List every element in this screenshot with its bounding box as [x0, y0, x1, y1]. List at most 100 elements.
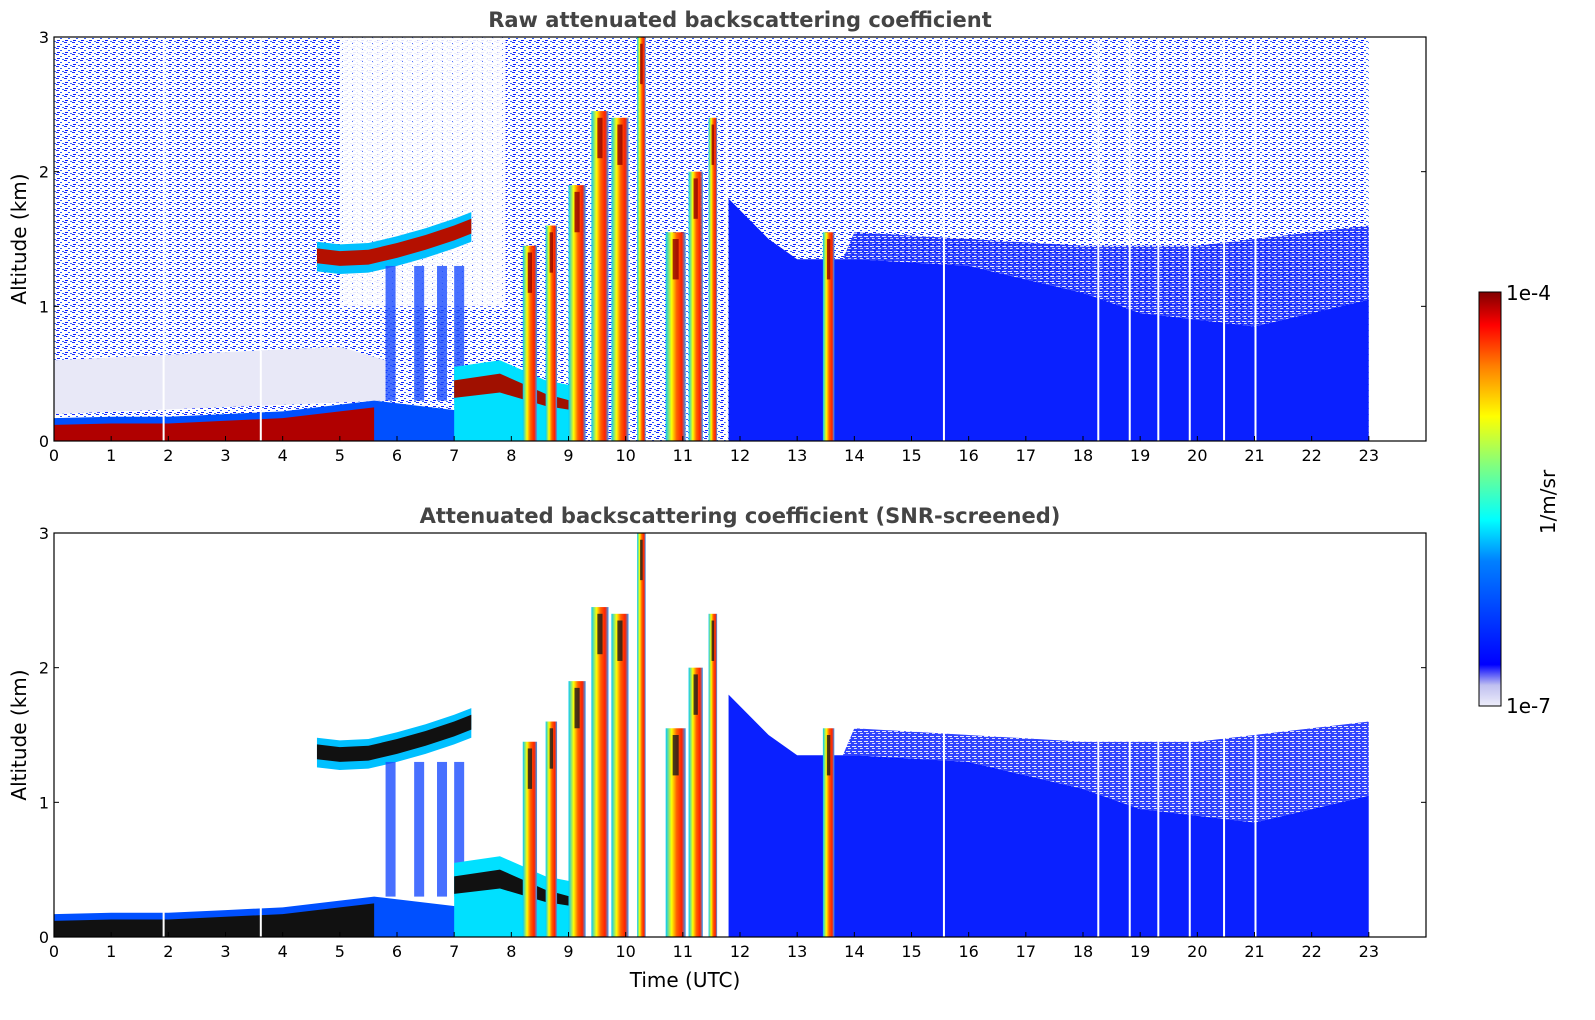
elevated-layer-core [316, 714, 472, 762]
x-tick-label: 5 [335, 942, 345, 961]
data-gap [1223, 37, 1226, 441]
cloud-column [665, 232, 686, 441]
cloud-base [597, 613, 603, 655]
data-gap [162, 37, 165, 441]
elevated-layer-core [316, 218, 472, 266]
y-tick-label: 2 [39, 659, 49, 678]
residual-layer [54, 842, 386, 911]
x-tick-label: 11 [673, 942, 693, 961]
boundary-layer-core [54, 407, 375, 441]
x-tick-label: 14 [844, 446, 864, 465]
data-gap [1128, 533, 1131, 937]
y-tick-label: 1 [39, 297, 49, 316]
x-tick-label: 22 [1301, 942, 1321, 961]
cloud-base [617, 620, 623, 661]
data-gap [1223, 533, 1226, 937]
residual-layer [54, 346, 386, 415]
data-gap [1128, 37, 1131, 441]
data-gap [725, 533, 728, 937]
cloud-base [574, 191, 580, 233]
x-tick-label: 7 [449, 446, 459, 465]
x-tick-label: 6 [392, 446, 402, 465]
cloud-base [640, 539, 643, 581]
x-tick-label: 16 [958, 446, 978, 465]
entrainment-streak [454, 265, 465, 401]
y-tick-label: 0 [39, 928, 49, 947]
x-tick-label: 3 [220, 446, 230, 465]
cloud-column [708, 117, 718, 441]
x-tick-label: 16 [958, 942, 978, 961]
data-gap [942, 37, 945, 441]
data-gap [259, 37, 262, 441]
cloud-base [672, 239, 679, 280]
cloud-base [711, 124, 715, 165]
panel-title: Raw attenuated backscattering coefficien… [488, 8, 992, 32]
cloud-column [591, 607, 609, 937]
x-tick-label: 19 [1130, 942, 1150, 961]
cloud-column [545, 721, 558, 937]
cloud-base [826, 735, 831, 776]
cloud-column [568, 681, 586, 937]
cloud-base [672, 735, 679, 776]
data-gap [1254, 37, 1257, 441]
data-gap [1157, 533, 1160, 937]
entrainment-streak [454, 761, 465, 897]
x-tick-label: 12 [730, 446, 750, 465]
screened-backscatter-panel: 0 1 2 3 4 5 6 7 8 9 10 11 12 13 14 15 16 17 18 19 20 21 22 2301… [7, 504, 1427, 992]
colorbar-min-label: 1e-7 [1506, 694, 1551, 718]
x-tick-label: 14 [844, 942, 864, 961]
backscatter-field [54, 533, 1369, 937]
afternoon-boundary-layer [728, 198, 1369, 441]
colorbar: 1e-4 1e-7 1/m/sr [1478, 281, 1560, 718]
cloud-column [522, 245, 538, 441]
x-axis-label: Time (UTC) [629, 968, 741, 992]
x-tick-label: 8 [506, 446, 516, 465]
cloud-column [688, 171, 703, 441]
y-tick-label: 1 [39, 793, 49, 812]
y-axis-label: Altitude (km) [7, 669, 31, 800]
data-gap [1254, 533, 1257, 937]
data-gap [1188, 37, 1191, 441]
cloud-base [549, 728, 554, 769]
x-tick-label: 20 [1187, 942, 1207, 961]
entrainment-streak [385, 265, 396, 401]
cloud-base [617, 124, 623, 165]
cloud-column [708, 613, 718, 937]
data-gap [1097, 533, 1100, 937]
cloud-base [711, 620, 715, 661]
x-tick-label: 17 [1016, 942, 1036, 961]
y-tick-label: 0 [39, 432, 49, 451]
data-gap [725, 37, 728, 441]
cloud-base [574, 687, 580, 729]
panel-title: Attenuated backscattering coefficient (S… [420, 504, 1061, 528]
x-tick-label: 4 [278, 446, 288, 465]
entrainment-streak [385, 761, 396, 897]
cloud-base [527, 748, 533, 789]
x-tick-label: 18 [1073, 446, 1093, 465]
x-tick-label: 7 [449, 942, 459, 961]
x-tick-label: 17 [1016, 446, 1036, 465]
data-gap [1188, 533, 1191, 937]
colorbar-max-label: 1e-4 [1506, 281, 1551, 305]
cloud-column [545, 225, 558, 441]
y-tick-label: 3 [39, 524, 49, 543]
x-tick-label: 5 [335, 446, 345, 465]
cloud-column [591, 111, 609, 441]
x-tick-label: 9 [563, 942, 573, 961]
cloud-column [611, 117, 629, 441]
y-axis-label: Altitude (km) [7, 173, 31, 304]
raw-backscatter-panel: 0 1 2 3 4 5 6 7 8 9 10 11 12 13 14 15 16 17 18 19 20 21 22 2301… [7, 8, 1427, 465]
cloud-column [822, 728, 835, 937]
x-tick-label: 2 [163, 446, 173, 465]
x-tick-label: 4 [278, 942, 288, 961]
cloud-column [637, 533, 646, 937]
entrainment-streak [414, 761, 425, 897]
cloud-column [822, 232, 835, 441]
entrainment-streak [437, 265, 448, 401]
entrainment-streak [437, 761, 448, 897]
x-tick-label: 23 [1359, 942, 1379, 961]
colorbar-unit-label: 1/m/sr [1536, 469, 1560, 534]
cloud-column [522, 741, 538, 937]
cloud-column [637, 37, 646, 441]
